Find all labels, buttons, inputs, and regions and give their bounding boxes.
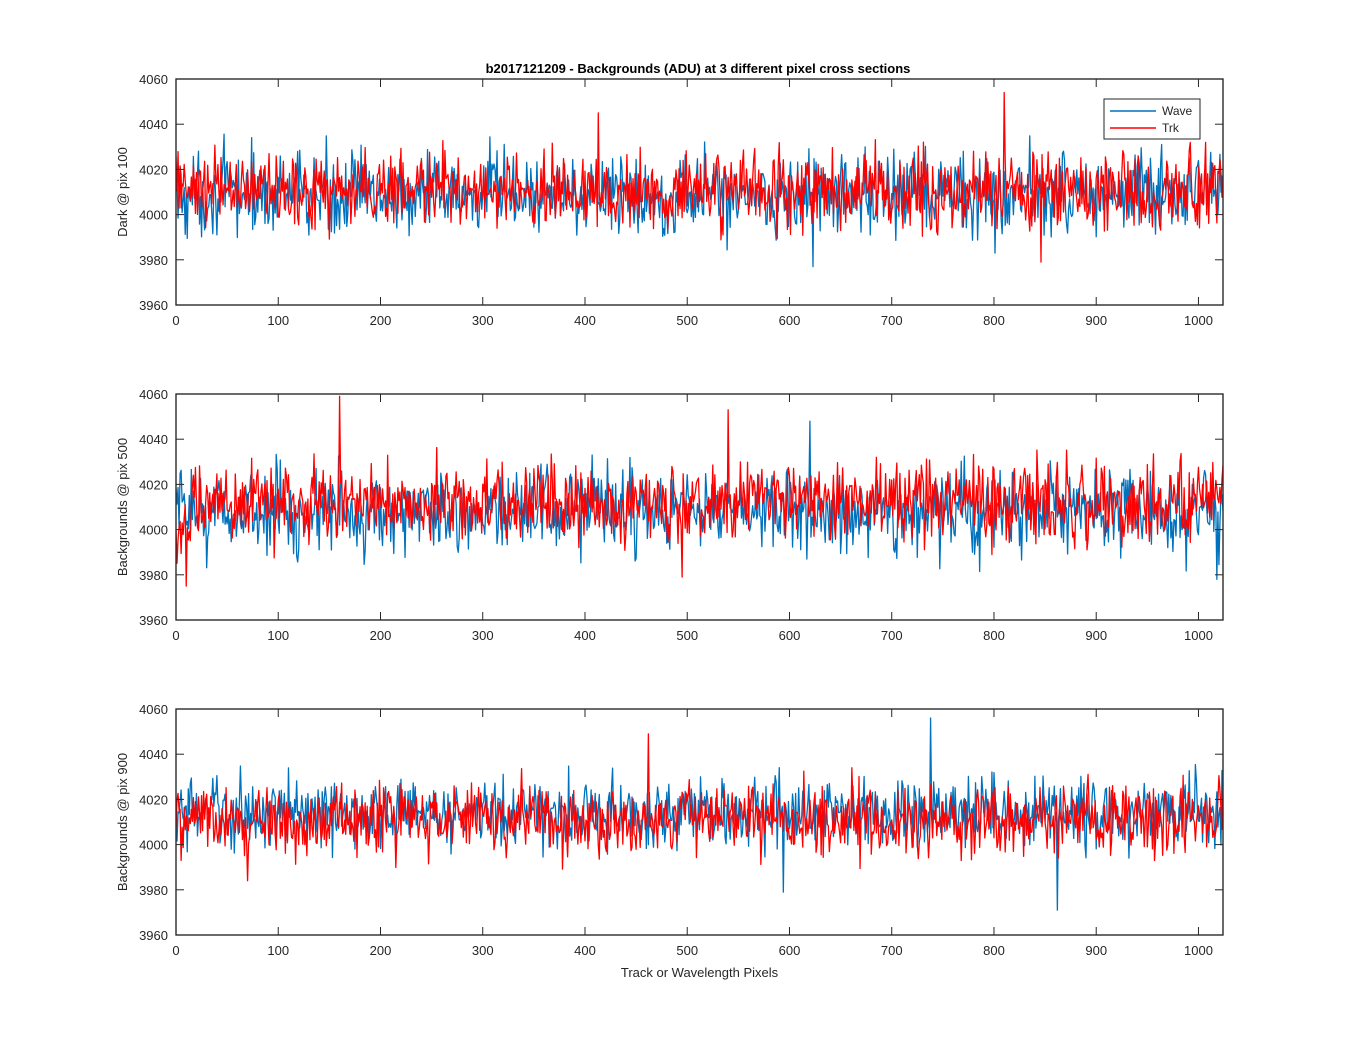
x-tick-label: 700 xyxy=(881,313,903,328)
legend-box xyxy=(1103,98,1201,140)
x-tick-label: 200 xyxy=(370,628,392,643)
x-tick-label: 0 xyxy=(172,313,179,328)
y-tick-label: 4060 xyxy=(139,72,168,87)
series-line-trk xyxy=(176,91,1223,263)
axes-box xyxy=(175,708,1224,936)
x-tick-label: 1000 xyxy=(1184,943,1213,958)
panel-3: 0 100 200 300 400 500 600 700 800 900 1000 3960 3980… xyxy=(115,702,1224,980)
x-tick-label: 300 xyxy=(472,628,494,643)
x-tick-label: 0 xyxy=(172,943,179,958)
x-tick-label: 400 xyxy=(574,943,596,958)
x-tick-label: 300 xyxy=(472,943,494,958)
x-tick-label: 900 xyxy=(1085,313,1107,328)
y-tick-label: 4000 xyxy=(139,838,168,853)
x-tick-label: 200 xyxy=(370,943,392,958)
y-tick-label: 3960 xyxy=(139,298,168,313)
y-tick-label: 3960 xyxy=(139,928,168,943)
x-tick-label: 0 xyxy=(172,628,179,643)
y-axis-label: Dark @ pix 100 xyxy=(115,147,130,237)
y-tick-label: 4040 xyxy=(139,432,168,447)
x-tick-label: 800 xyxy=(983,628,1005,643)
x-tick-label: 400 xyxy=(574,628,596,643)
series-lines xyxy=(176,91,1223,268)
y-tick-label: 4060 xyxy=(139,387,168,402)
y-tick-label: 4040 xyxy=(139,747,168,762)
x-tick-label: 1000 xyxy=(1184,628,1213,643)
x-tick-label: 100 xyxy=(267,313,289,328)
series-line-trk xyxy=(176,395,1223,587)
y-tick-label: 4020 xyxy=(139,477,168,492)
y-tick-label: 4040 xyxy=(139,117,168,132)
x-tick-label: 500 xyxy=(676,313,698,328)
x-tick-label: 400 xyxy=(574,313,596,328)
y-tick-label: 4020 xyxy=(139,162,168,177)
axes-box xyxy=(175,78,1224,306)
x-tick-label: 700 xyxy=(881,943,903,958)
legend-label-wave: Wave xyxy=(1162,104,1193,118)
y-tick-label: 4020 xyxy=(139,792,168,807)
x-tick-label: 600 xyxy=(779,313,801,328)
panel-1: 0 100 200 300 400 500 600 700 800 900 1000 3960 3980… xyxy=(115,72,1224,328)
series-lines xyxy=(176,395,1223,587)
x-tick-label: 600 xyxy=(779,943,801,958)
x-tick-label: 500 xyxy=(676,628,698,643)
y-tick-label: 4060 xyxy=(139,702,168,717)
x-axis-label: Track or Wavelength Pixels xyxy=(621,965,779,980)
series-line-trk xyxy=(176,733,1223,882)
x-tick-label: 600 xyxy=(779,628,801,643)
y-tick-label: 3980 xyxy=(139,568,168,583)
x-tick-label: 800 xyxy=(983,313,1005,328)
x-tick-label: 100 xyxy=(267,943,289,958)
x-tick-label: 700 xyxy=(881,628,903,643)
x-tick-label: 200 xyxy=(370,313,392,328)
panels: 0 100 200 300 400 500 600 700 800 900 100039603980… xyxy=(115,72,1224,980)
y-tick-label: 3960 xyxy=(139,613,168,628)
series-lines xyxy=(176,717,1223,911)
x-tick-label: 500 xyxy=(676,943,698,958)
x-tick-label: 300 xyxy=(472,313,494,328)
x-tick-label: 100 xyxy=(267,628,289,643)
y-axis-label: Backgrounds @ pix 500 xyxy=(115,438,130,576)
y-tick-label: 4000 xyxy=(139,208,168,223)
axes-box xyxy=(175,393,1224,621)
x-tick-label: 900 xyxy=(1085,628,1107,643)
legend: Wave Trk xyxy=(1103,98,1201,140)
panel-2: 0 100 200 300 400 500 600 700 800 900 1000 3960 3980… xyxy=(115,387,1224,643)
x-tick-label: 900 xyxy=(1085,943,1107,958)
y-tick-label: 3980 xyxy=(139,883,168,898)
y-tick-label: 3980 xyxy=(139,253,168,268)
figure-title: b2017121209 - Backgrounds (ADU) at 3 dif… xyxy=(486,61,911,76)
x-tick-label: 1000 xyxy=(1184,313,1213,328)
x-tick-label: 800 xyxy=(983,943,1005,958)
legend-label-trk: Trk xyxy=(1162,121,1180,135)
y-axis-label: Backgrounds @ pix 900 xyxy=(115,753,130,891)
y-tick-label: 4000 xyxy=(139,523,168,538)
